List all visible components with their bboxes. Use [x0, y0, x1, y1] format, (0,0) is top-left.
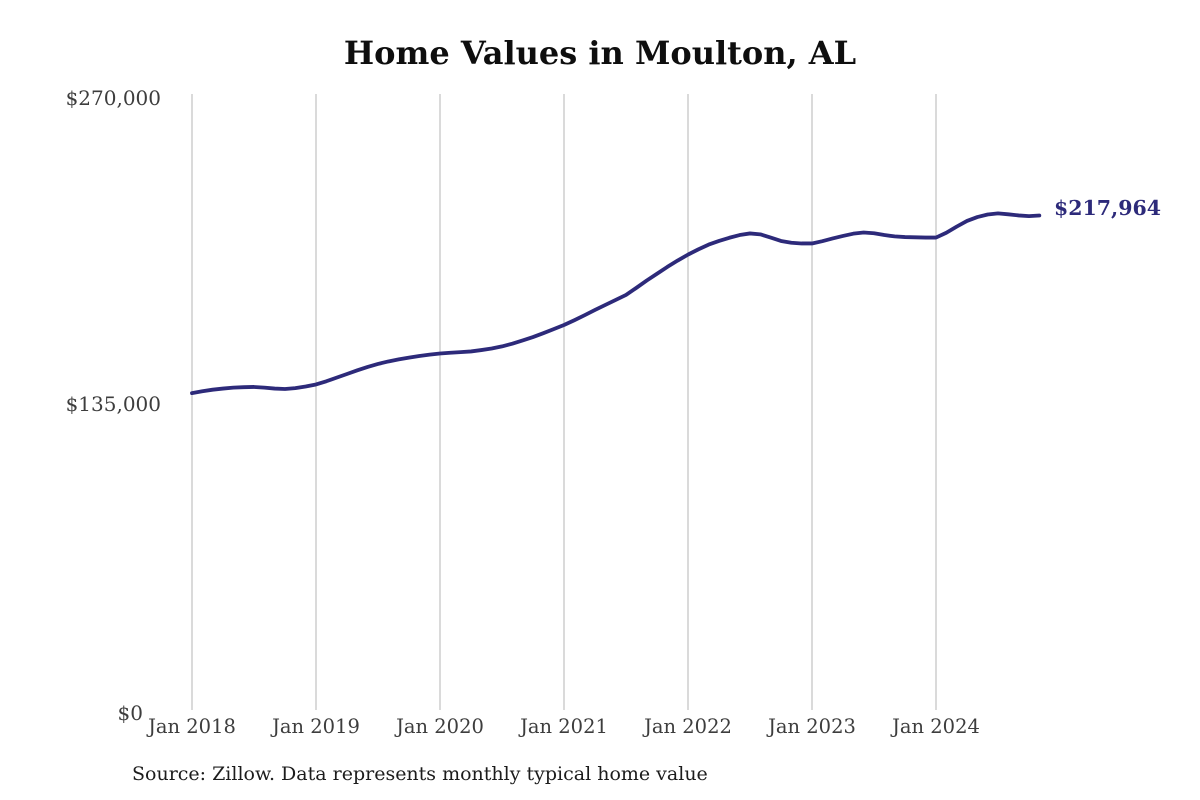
- x-axis-tick-label-jan-2023: Jan 2023: [768, 715, 856, 738]
- y-axis-tick-label-135000: $135,000: [65, 392, 161, 416]
- x-axis-tick-label-jan-2018: Jan 2018: [148, 715, 236, 738]
- home-value-line: [190, 211, 1042, 396]
- latest-value-label: $217,964: [1054, 196, 1161, 220]
- chart-title: Home Values in Moulton, AL: [343, 34, 857, 72]
- x-axis-tick-label-jan-2021: Jan 2021: [520, 715, 608, 738]
- y-axis-tick-label-270000: $270,000: [65, 86, 161, 110]
- x-axis-tick-label-jan-2020: Jan 2020: [396, 715, 484, 738]
- x-axis-tick-label-jan-2022: Jan 2022: [644, 715, 732, 738]
- x-axis-tick-label-jan-2019: Jan 2019: [272, 715, 360, 738]
- source-note: Source: Zillow. Data represents monthly …: [132, 763, 708, 785]
- y-axis-tick-label-0: $0: [117, 701, 143, 725]
- x-axis-tick-label-jan-2024: Jan 2024: [892, 715, 980, 738]
